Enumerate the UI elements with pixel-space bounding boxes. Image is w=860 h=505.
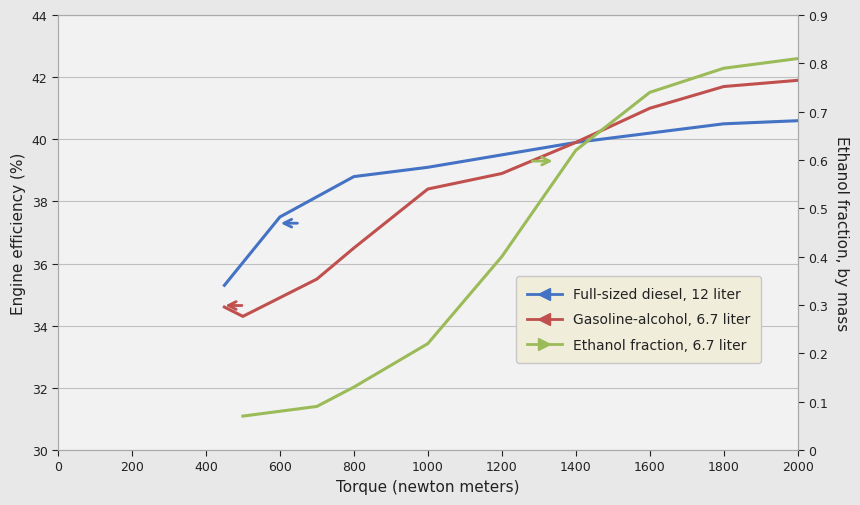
Y-axis label: Engine efficiency (%): Engine efficiency (%) [11,152,26,314]
X-axis label: Torque (newton meters): Torque (newton meters) [336,479,519,494]
Y-axis label: Ethanol fraction, by mass: Ethanol fraction, by mass [834,136,849,330]
Legend: Full-sized diesel, 12 liter, Gasoline-alcohol, 6.7 liter, Ethanol fraction, 6.7 : Full-sized diesel, 12 liter, Gasoline-al… [516,277,761,363]
